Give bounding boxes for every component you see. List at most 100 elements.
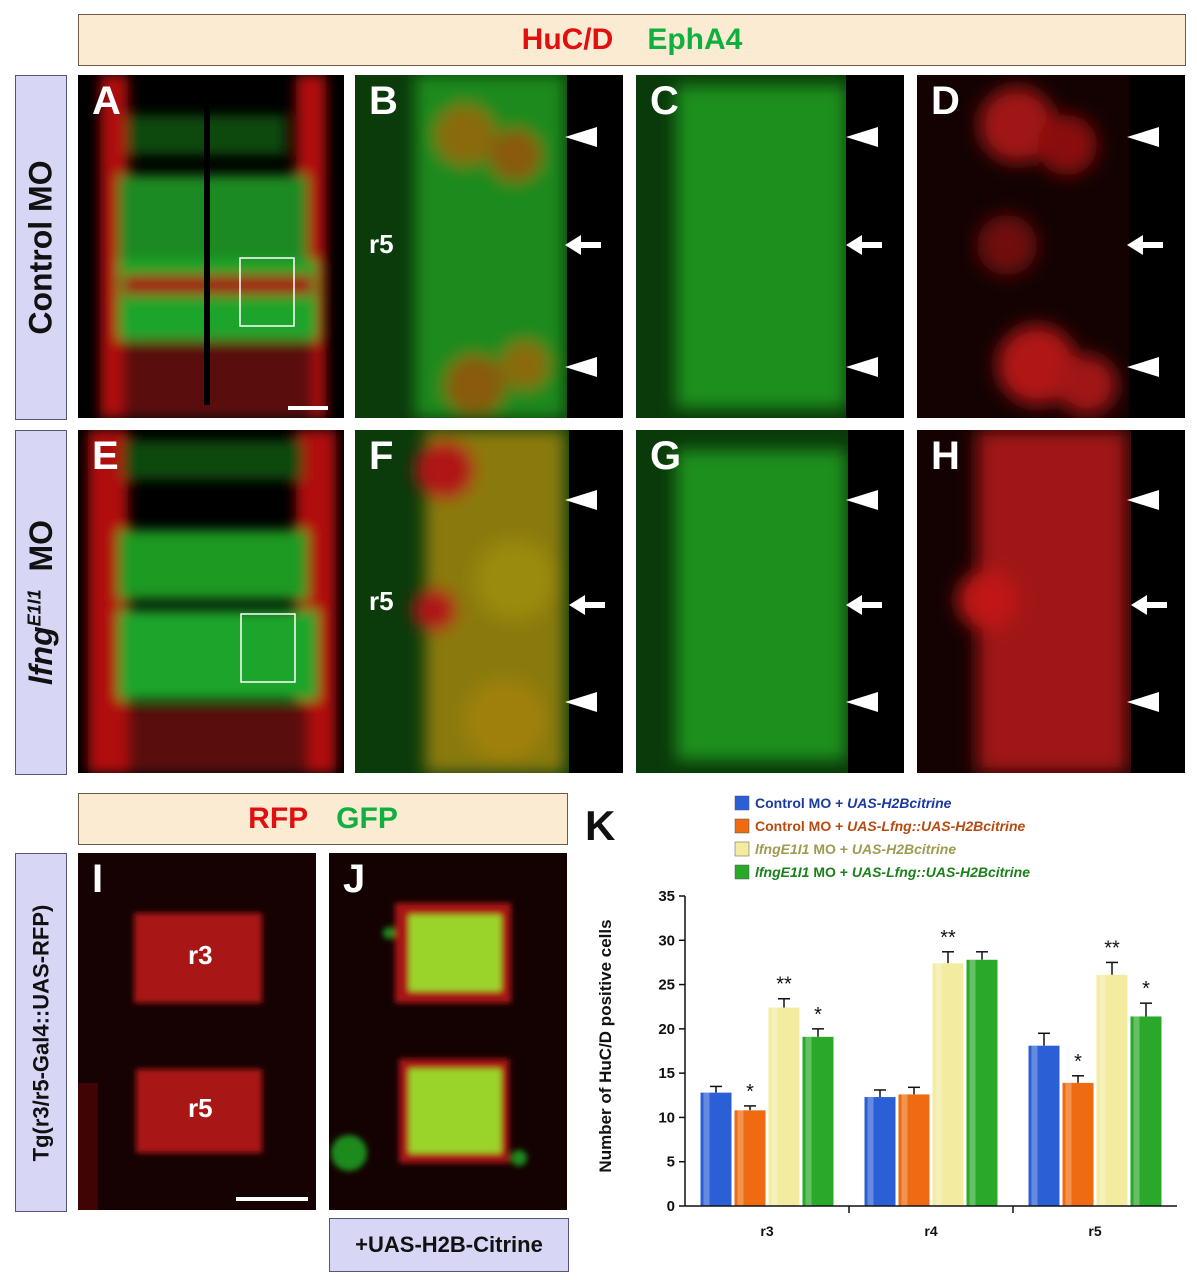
y-tick-label: 0 xyxy=(667,1198,675,1215)
transgenic-line-label: Tg(r3/r5-Gal4::UAS-RFP) xyxy=(15,853,67,1212)
y-tick-label: 20 xyxy=(658,1021,675,1038)
panel-letter-b: B xyxy=(369,79,398,123)
arrow-shaft xyxy=(579,242,601,248)
panel-letter-c: C xyxy=(650,79,679,123)
bar xyxy=(932,963,964,1206)
x-axis: r3 r4 r5 xyxy=(685,1205,1177,1239)
region-label-r5-i: r5 xyxy=(188,1093,213,1123)
row-label-control: Control MO xyxy=(15,75,67,420)
x-tick-label: r4 xyxy=(924,1223,937,1239)
panel-c-image xyxy=(636,75,904,418)
region-label-r3: r3 xyxy=(188,940,213,970)
scale-bar-i xyxy=(236,1197,308,1201)
significance-mark: * xyxy=(746,1081,754,1103)
panel-e-lfng-overview: E xyxy=(78,430,344,773)
legend-swatch xyxy=(734,795,750,811)
bar-highlight xyxy=(1065,1082,1072,1206)
bar xyxy=(802,1036,834,1206)
bar-highlight xyxy=(1133,1016,1140,1206)
bar-highlight xyxy=(703,1092,710,1206)
bar xyxy=(1096,974,1128,1206)
panel-b-image xyxy=(355,75,623,418)
bar xyxy=(1062,1082,1094,1206)
bar xyxy=(898,1094,930,1206)
panel-g-epha4: G xyxy=(636,430,904,773)
legend-label: Control MO + UAS-H2Bcitrine xyxy=(755,795,952,811)
legend-swatch xyxy=(734,818,750,834)
y-tick-label: 35 xyxy=(658,888,675,905)
region-label-r5-f: r5 xyxy=(369,586,394,616)
bar-highlight xyxy=(969,959,976,1206)
legend-swatch xyxy=(734,864,750,880)
panel-e-image xyxy=(88,430,336,773)
stain-epha4-label: EphA4 xyxy=(647,23,743,56)
j-construct-label: +UAS-H2B-Citrine xyxy=(329,1218,569,1272)
x-tick-label: r5 xyxy=(1088,1223,1101,1239)
scale-bar xyxy=(288,406,328,410)
panel-letter-h: H xyxy=(931,434,960,478)
bar-highlight xyxy=(1099,974,1106,1206)
bar-highlight xyxy=(1031,1045,1038,1206)
lfng-gene-name: lfng xyxy=(22,626,59,685)
inset-box xyxy=(239,257,295,327)
bar xyxy=(1130,1016,1162,1206)
bar-highlight xyxy=(935,963,942,1206)
bar xyxy=(768,1007,800,1206)
panel-g-image xyxy=(636,430,904,773)
y-tick-label: 25 xyxy=(658,977,675,994)
legend-swatch xyxy=(734,841,750,857)
bar-highlight xyxy=(901,1094,908,1206)
lfng-allele: E1I1 xyxy=(23,589,44,627)
panel-a-control-overview: A xyxy=(78,75,344,418)
panel-letter-f: F xyxy=(369,434,394,478)
significance-mark: ** xyxy=(776,974,792,996)
panel-letter-g: G xyxy=(650,434,682,478)
arrowhead-bottom xyxy=(565,357,597,377)
y-tick-label: 30 xyxy=(658,932,675,949)
significance-mark: * xyxy=(814,1004,822,1026)
bar xyxy=(864,1097,896,1206)
lfng-mo: MO xyxy=(22,520,59,572)
y-tick-label: 5 xyxy=(667,1154,675,1171)
panel-j-rfp-gfp: J xyxy=(329,853,567,1210)
significance-mark: * xyxy=(1074,1051,1082,1073)
stain-huc-label: HuC/D xyxy=(521,23,614,56)
stain-rfp-label: RFP xyxy=(248,802,309,835)
legend-label: lfngE1I1 MO + UAS-H2Bcitrine xyxy=(755,841,956,857)
significance-mark: ** xyxy=(940,927,956,949)
bars: ********** xyxy=(700,927,1162,1206)
bar-highlight xyxy=(737,1110,744,1206)
panel-a-image xyxy=(100,75,326,418)
significance-mark: * xyxy=(1142,978,1150,1000)
x-tick-label: r3 xyxy=(760,1223,773,1239)
legend-label: lfngE1I1 MO + UAS-Lfng::UAS-H2Bcitrine xyxy=(755,864,1030,880)
panel-letter-e: E xyxy=(92,434,119,478)
region-label-r5: r5 xyxy=(369,229,394,259)
panel-letter-j: J xyxy=(343,857,366,901)
panel-h-image xyxy=(917,430,1185,773)
bar xyxy=(700,1092,732,1206)
panel-i-rfp: I r3 r5 xyxy=(78,853,316,1210)
panel-letter-d: D xyxy=(931,79,960,123)
panel-d-image xyxy=(917,75,1185,418)
bar xyxy=(1028,1045,1060,1206)
panel-f-merge: F r5 xyxy=(355,430,623,773)
top-stain-banner: HuC/D EphA4 xyxy=(78,14,1186,66)
significance-mark: ** xyxy=(1104,937,1120,959)
bar xyxy=(966,959,998,1206)
panel-i-image xyxy=(78,853,316,1210)
panel-letter-k: K xyxy=(585,802,615,849)
row-label-lfng: lfngE1I1 MO xyxy=(15,430,67,775)
y-axis: 0 5 10 15 20 25 30 35 xyxy=(658,888,686,1215)
panel-d-huc: D xyxy=(917,75,1185,418)
panel-letter-i: I xyxy=(92,857,104,901)
bar xyxy=(734,1110,766,1206)
chart-legend: Control MO + UAS-H2Bcitrine Control MO + … xyxy=(734,795,1030,880)
panel-f-image xyxy=(355,430,623,773)
panel-j-image xyxy=(329,853,567,1210)
bar-highlight xyxy=(867,1097,874,1206)
arrow-head xyxy=(565,235,581,255)
panel-b-merge: B r5 xyxy=(355,75,623,418)
panel-c-epha4: C xyxy=(636,75,904,418)
